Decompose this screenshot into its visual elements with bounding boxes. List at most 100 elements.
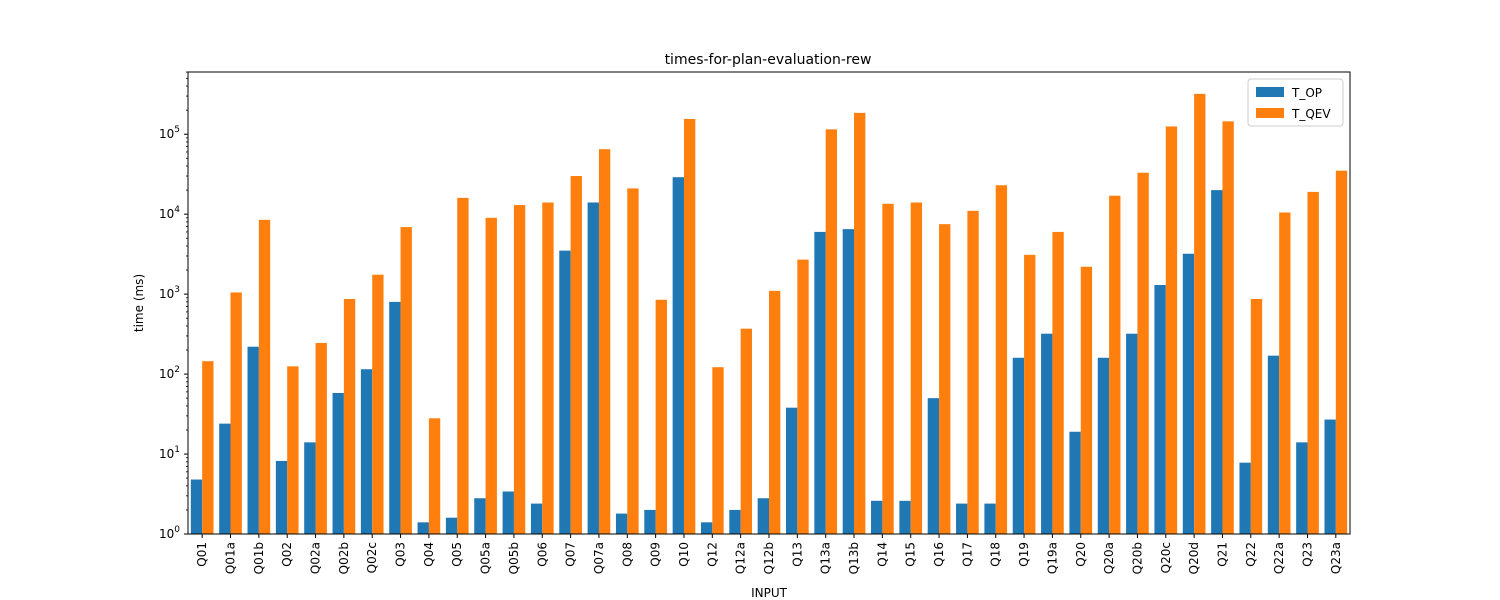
bar-t-qev-q01a — [230, 292, 242, 534]
y-tick-label: 102 — [159, 365, 180, 381]
bar-t-qev-q04 — [428, 418, 441, 534]
x-tick-label: Q16 — [932, 542, 946, 567]
bar-t-op-q05a — [474, 498, 486, 534]
x-tick-label: Q02b — [337, 542, 351, 574]
bar-t-op-q13b — [842, 229, 855, 534]
bar-t-op-q22a — [1267, 355, 1280, 534]
bar-t-qev-q16 — [939, 224, 951, 534]
x-tick-label: Q01 — [195, 542, 209, 567]
bar-t-qev-q19 — [1024, 254, 1036, 534]
bar-t-qev-q13 — [797, 259, 809, 534]
x-tick-label: Q20a — [1102, 542, 1116, 574]
bar-t-qev-q02a — [315, 342, 327, 534]
bar-t-op-q03 — [389, 301, 401, 534]
x-tick-label: Q18 — [989, 542, 1003, 567]
bar-t-op-q15 — [899, 500, 911, 534]
bar-t-qev-q12 — [712, 367, 724, 534]
bar-t-qev-q15 — [910, 202, 923, 535]
bar-t-qev-q05a — [485, 217, 497, 534]
bar-t-op-q02c — [360, 369, 373, 534]
bar-t-qev-q02c — [372, 274, 384, 534]
bar-t-qev-q02 — [287, 366, 299, 534]
bar-t-qev-q20b — [1137, 172, 1149, 534]
bar-t-qev-q23a — [1335, 170, 1348, 535]
legend: T_OP T_QEV — [1247, 78, 1344, 127]
bar-t-op-q07 — [559, 250, 571, 534]
bar-t-qev-q01b — [258, 219, 271, 534]
bar-t-qev-q20c — [1165, 126, 1178, 534]
bar-t-op-q01a — [219, 423, 231, 534]
bar-t-qev-q20d — [1194, 93, 1206, 534]
bar-t-op-q16 — [927, 398, 940, 534]
x-tick-label: Q06 — [535, 542, 549, 567]
bar-t-qev-q05 — [457, 197, 469, 534]
plot-frame — [187, 71, 1351, 535]
x-tick-label: Q21 — [1215, 542, 1229, 567]
x-tick-label: Q09 — [649, 542, 663, 567]
bar-t-qev-q14 — [882, 203, 894, 534]
bar-t-qev-q12b — [769, 290, 781, 534]
bar-t-op-q05 — [445, 517, 458, 534]
bar-t-op-q13a — [814, 231, 826, 534]
bars-group — [190, 93, 1348, 535]
legend-label: T_QEV — [1291, 107, 1331, 121]
legend-swatch — [1256, 87, 1284, 97]
bar-t-op-q19a — [1041, 333, 1053, 534]
chart-title: times-for-plan-evaluation-rew — [665, 52, 872, 68]
x-tick-label: Q20b — [1130, 542, 1144, 574]
y-axis-label: time (ms) — [132, 274, 146, 332]
x-tick-label: Q19 — [1017, 542, 1031, 567]
bar-t-op-q01 — [190, 479, 203, 534]
legend-label: T_OP — [1291, 86, 1322, 100]
bar-t-qev-q07 — [570, 176, 582, 534]
y-tick-label: 104 — [159, 205, 180, 221]
y-tick-label: 101 — [159, 445, 180, 461]
bar-t-qev-q23 — [1307, 191, 1319, 534]
bar-t-qev-q12a — [740, 328, 752, 534]
bar-t-qev-q20 — [1080, 266, 1093, 534]
x-axis-label: INPUT — [751, 586, 788, 600]
y-tick-label: 105 — [159, 125, 180, 141]
x-tick-label: Q07a — [592, 542, 606, 574]
bar-t-op-q12a — [729, 509, 741, 534]
x-tick-label: Q03 — [394, 542, 408, 567]
bar-t-qev-q10 — [683, 119, 696, 534]
x-tick-label: Q20c — [1159, 542, 1173, 573]
bar-t-op-q20a — [1097, 357, 1110, 534]
bar-t-op-q12b — [757, 498, 769, 534]
bar-t-qev-q07a — [598, 149, 611, 534]
bar-t-qev-q22 — [1250, 298, 1263, 534]
bar-t-op-q18 — [984, 503, 996, 534]
bar-t-op-q10 — [672, 177, 684, 534]
bar-t-qev-q09 — [655, 299, 667, 534]
x-tick-label: Q08 — [620, 542, 634, 567]
bar-t-op-q08 — [615, 513, 628, 534]
bar-t-op-q13 — [786, 407, 798, 534]
x-tick-label: Q05a — [479, 542, 493, 574]
bar-t-qev-q19a — [1052, 231, 1064, 534]
y-tick-label: 103 — [159, 285, 180, 301]
bar-t-op-q02 — [275, 460, 288, 534]
x-tick-label: Q02c — [365, 542, 379, 573]
x-tick-label: Q15 — [904, 542, 918, 567]
x-tick-label: Q17 — [960, 542, 974, 567]
bar-t-op-q20b — [1126, 333, 1138, 534]
x-tick-label: Q12a — [734, 542, 748, 574]
x-tick-label: Q10 — [677, 542, 691, 567]
bar-t-op-q21 — [1211, 190, 1223, 535]
y-tick-label: 100 — [159, 525, 180, 541]
x-tick-label: Q12b — [762, 542, 776, 574]
bar-t-qev-q13b — [854, 112, 866, 535]
bar-t-qev-q03 — [400, 227, 412, 534]
bar-t-qev-q18 — [995, 185, 1008, 534]
bar-t-op-q23a — [1324, 419, 1336, 534]
x-tick-label: Q14 — [875, 542, 889, 567]
bar-t-op-q23 — [1296, 442, 1308, 534]
bar-t-op-q17 — [956, 503, 968, 534]
x-tick-label: Q04 — [422, 542, 436, 567]
x-tick-label: Q05 — [450, 542, 464, 567]
x-tick-label: Q13b — [847, 542, 861, 574]
bar-t-qev-q20a — [1109, 195, 1121, 534]
bar-t-qev-q02b — [343, 298, 356, 534]
